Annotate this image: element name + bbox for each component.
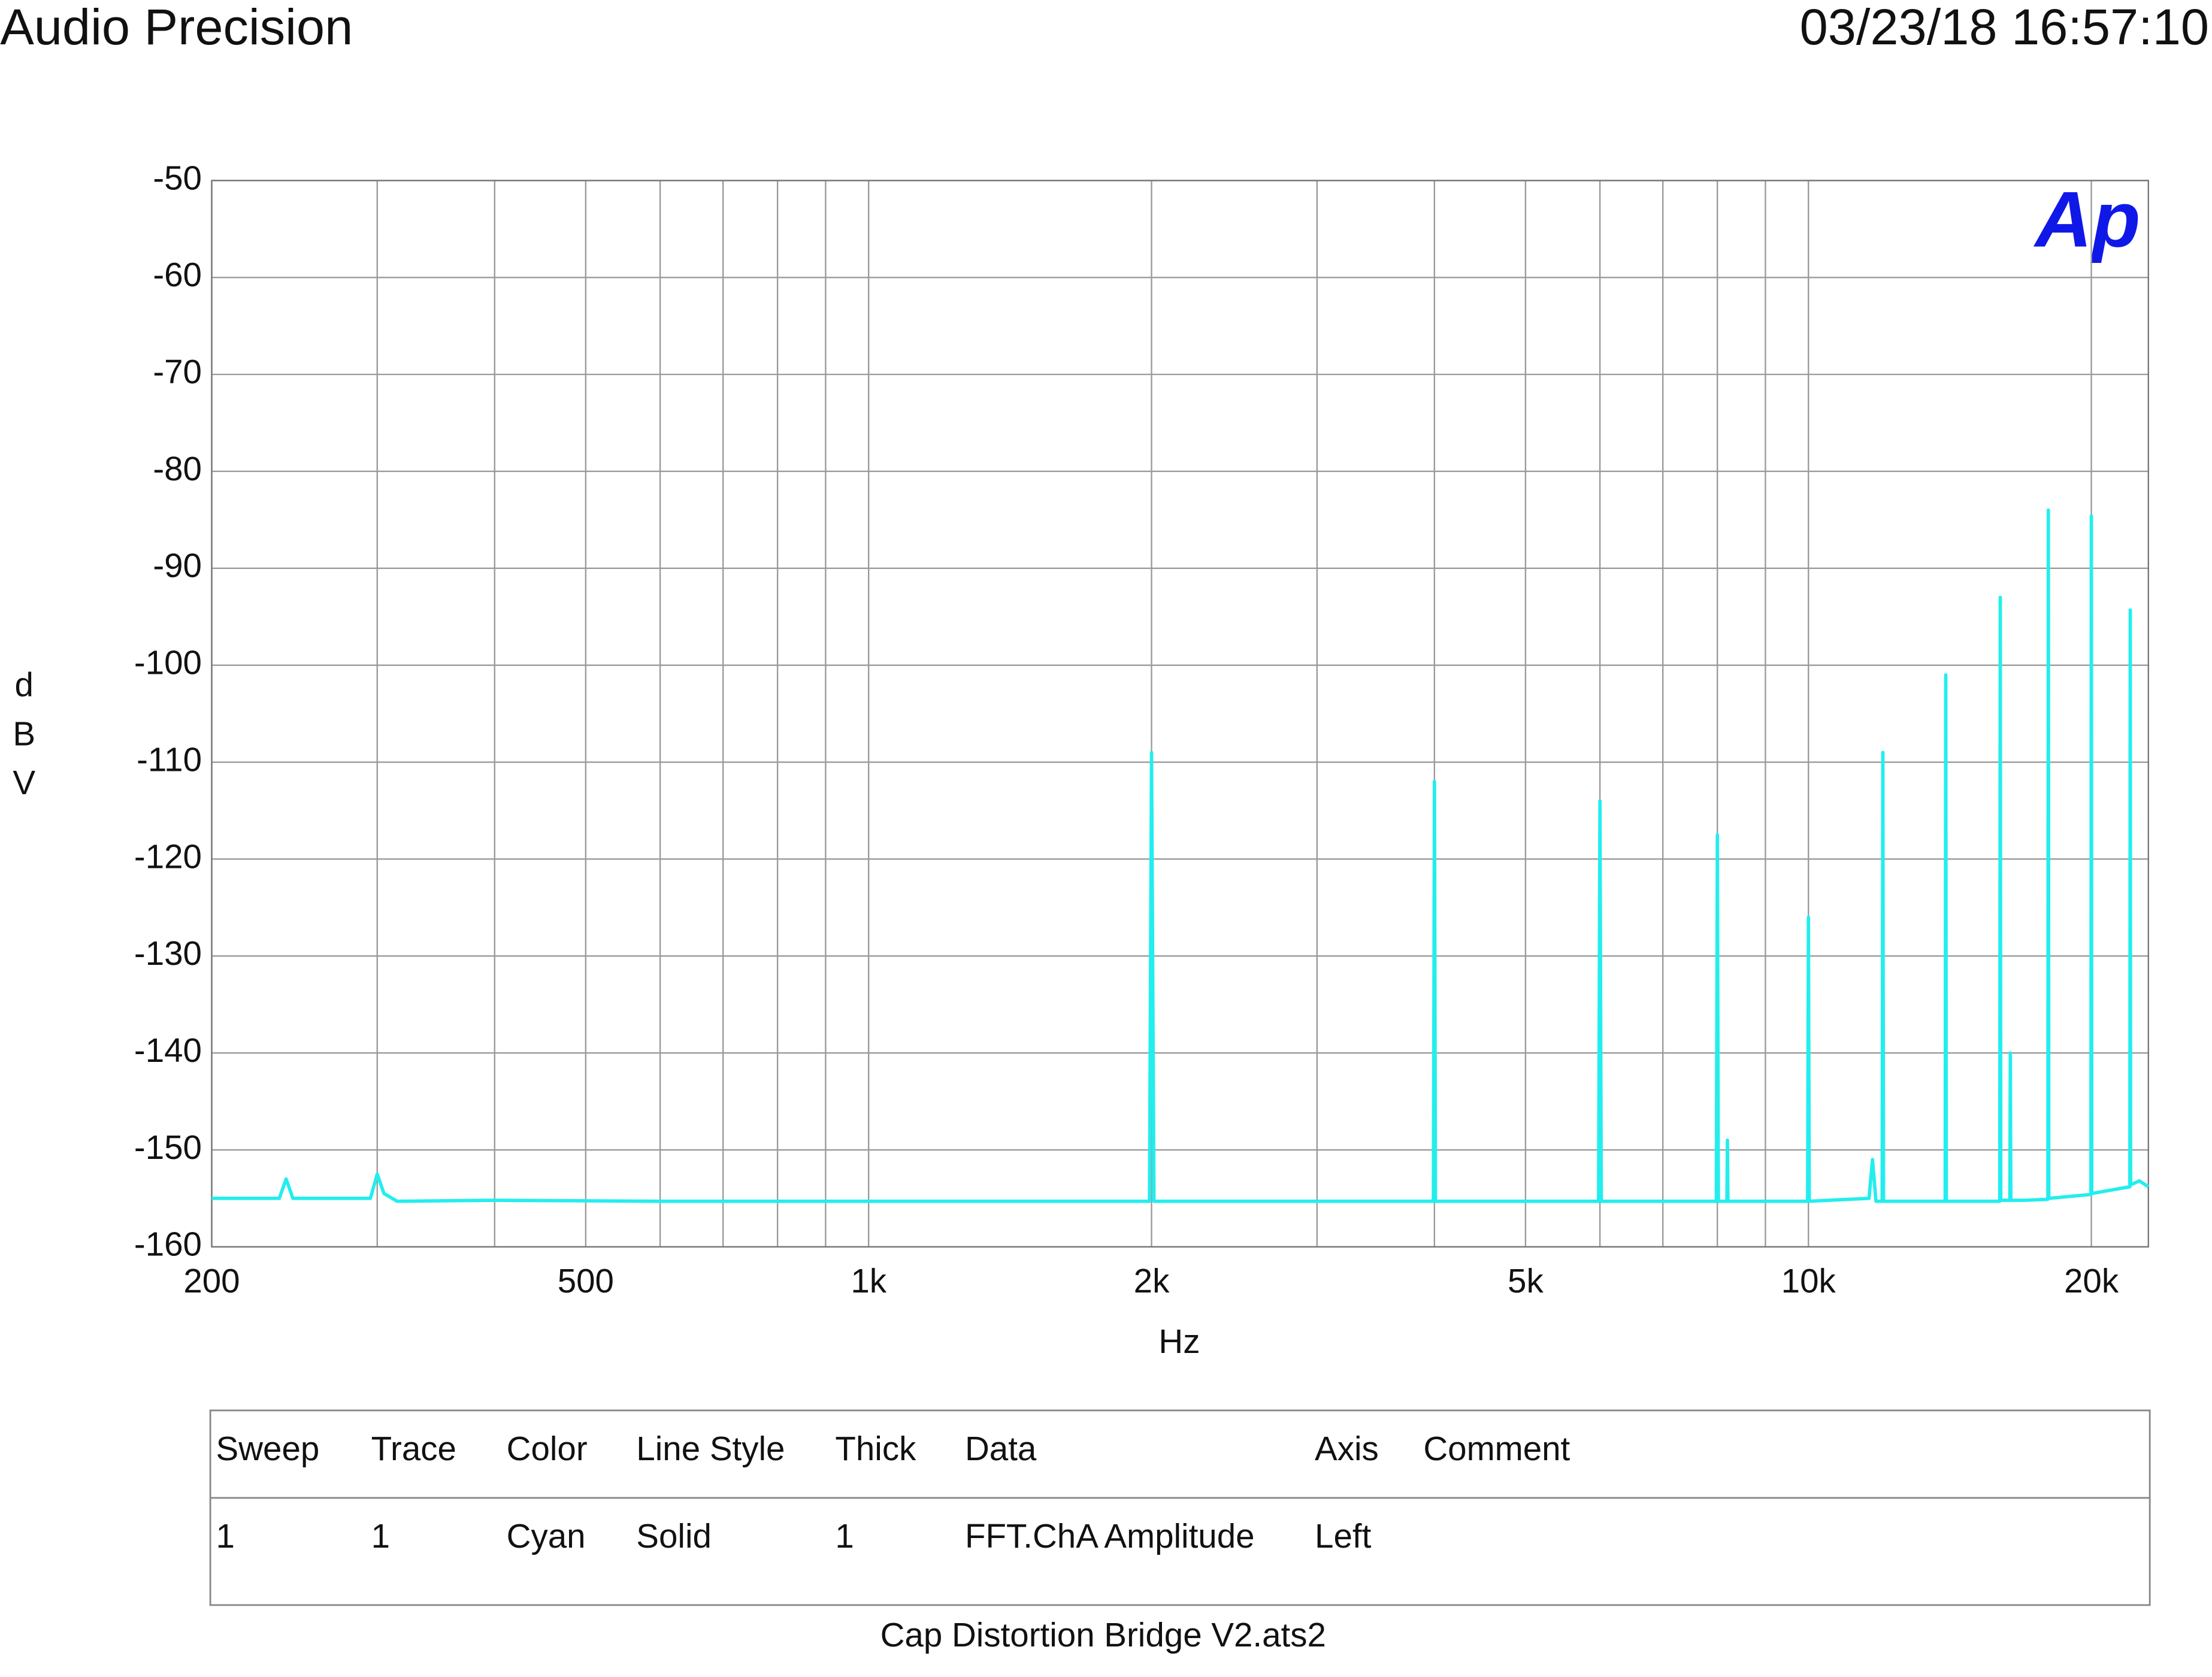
x-tick-label: 500	[558, 1262, 614, 1300]
logo: Ap	[2034, 175, 2141, 264]
y-tick-label: -160	[134, 1225, 202, 1263]
table-cell: 1	[216, 1517, 235, 1555]
table-cell: FFT.ChA Amplitude	[965, 1517, 1255, 1555]
y-tick-label: -130	[134, 934, 202, 972]
y-tick-label: -100	[134, 644, 202, 682]
y-tick-label: -50	[153, 159, 202, 196]
x-tick-label: 20k	[2064, 1262, 2119, 1300]
table-header: Comment	[1423, 1430, 1570, 1467]
x-tick-label: 200	[183, 1262, 240, 1300]
y-tick-label: -150	[134, 1128, 202, 1166]
y-tick-label: -120	[134, 837, 202, 875]
y-tick-label: -70	[153, 353, 202, 391]
y-tick-label: -110	[137, 740, 202, 778]
table-header: Data	[965, 1430, 1037, 1467]
x-tick-label: 10k	[1781, 1262, 1836, 1300]
legend-table	[209, 1409, 2151, 1606]
x-tick-label: 2k	[1134, 1262, 1170, 1300]
x-tick-label: 5k	[1508, 1262, 1544, 1300]
table-header: Color	[507, 1430, 588, 1467]
table-header: Trace	[371, 1430, 456, 1467]
timestamp: 03/23/18 16:57:10	[1800, 0, 2209, 55]
x-axis-label: Hz	[1158, 1322, 1200, 1360]
y-tick-label: -90	[153, 547, 202, 585]
series-line	[211, 508, 2150, 1203]
table-cell: Solid	[636, 1517, 712, 1555]
table-header: Thick	[835, 1430, 916, 1467]
y-tick-label: -60	[153, 256, 202, 293]
table-cell: Left	[1315, 1517, 1372, 1555]
x-tick-label: 1k	[851, 1262, 886, 1300]
plot-frame	[211, 180, 2149, 1248]
table-cell: 1	[835, 1517, 854, 1555]
chart-title: Audio Precision	[0, 0, 353, 55]
table-header: Line Style	[636, 1430, 785, 1467]
y-tick-label: -80	[153, 450, 202, 488]
table-header: Axis	[1315, 1430, 1379, 1467]
table-cell: 1	[371, 1517, 390, 1555]
table-header: Sweep	[216, 1430, 320, 1467]
y-axis-label: dBV	[5, 666, 43, 813]
footer: Cap Distortion Bridge V2.ats2	[880, 1616, 1326, 1654]
y-tick-label: -140	[134, 1031, 202, 1069]
table-cell: Cyan	[507, 1517, 586, 1555]
